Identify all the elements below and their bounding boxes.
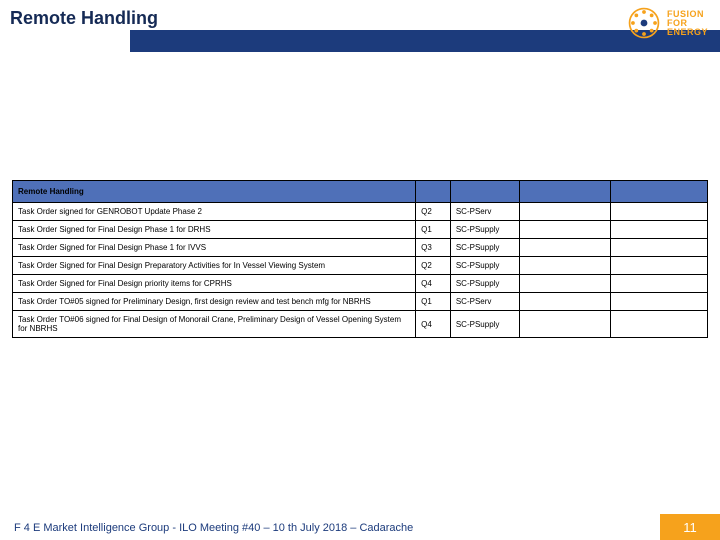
cell-desc: Task Order Signed for Final Design Prepa… [13, 257, 416, 275]
cell-q: Q1 [416, 293, 451, 311]
logo-line3: ENERGY [667, 28, 708, 37]
table-row: Task Order TO#06 signed for Final Design… [13, 311, 708, 338]
table-row: Task Order signed for GENROBOT Update Ph… [13, 203, 708, 221]
table-row: Task Order Signed for Final Design Phase… [13, 221, 708, 239]
cell-q: Q2 [416, 203, 451, 221]
cell-type: SC-PSupply [450, 275, 520, 293]
header-blank-1 [416, 181, 451, 203]
table-row: Task Order Signed for Final Design Phase… [13, 239, 708, 257]
header-blank-2 [450, 181, 520, 203]
cell-desc: Task Order Signed for Final Design Phase… [13, 221, 416, 239]
cell-x2 [610, 257, 707, 275]
footer-text: F 4 E Market Intelligence Group - ILO Me… [14, 522, 413, 534]
cell-type: SC-PServ [450, 203, 520, 221]
cell-type: SC-PServ [450, 293, 520, 311]
cell-q: Q2 [416, 257, 451, 275]
cell-desc: Task Order signed for GENROBOT Update Ph… [13, 203, 416, 221]
cell-desc: Task Order TO#06 signed for Final Design… [13, 311, 416, 338]
cell-q: Q4 [416, 311, 451, 338]
header-blank-3 [520, 181, 610, 203]
table-row: Task Order Signed for Final Design prior… [13, 275, 708, 293]
fusion-logo-icon [627, 6, 661, 40]
table-row: Task Order Signed for Final Design Prepa… [13, 257, 708, 275]
remote-handling-table: Remote Handling Task Order signed for GE… [12, 180, 708, 338]
cell-desc: Task Order Signed for Final Design Phase… [13, 239, 416, 257]
cell-x2 [610, 311, 707, 338]
cell-type: SC-PSupply [450, 221, 520, 239]
cell-q: Q4 [416, 275, 451, 293]
header-title: Remote Handling [13, 181, 416, 203]
cell-type: SC-PSupply [450, 257, 520, 275]
cell-type: SC-PSupply [450, 311, 520, 338]
cell-x2 [610, 239, 707, 257]
footer: F 4 E Market Intelligence Group - ILO Me… [0, 514, 720, 540]
cell-q: Q3 [416, 239, 451, 257]
cell-x2 [610, 221, 707, 239]
cell-x1 [520, 221, 610, 239]
cell-x2 [610, 275, 707, 293]
cell-type: SC-PSupply [450, 239, 520, 257]
page-title: Remote Handling [10, 8, 158, 29]
cell-x1 [520, 203, 610, 221]
cell-x2 [610, 293, 707, 311]
cell-q: Q1 [416, 221, 451, 239]
table-body: Task Order signed for GENROBOT Update Ph… [13, 203, 708, 338]
cell-x2 [610, 203, 707, 221]
logo-text: FUSION FOR ENERGY [667, 10, 708, 37]
cell-x1 [520, 239, 610, 257]
cell-x1 [520, 293, 610, 311]
table-row: Task Order TO#05 signed for Preliminary … [13, 293, 708, 311]
page-number: 11 [660, 514, 720, 540]
cell-desc: Task Order TO#05 signed for Preliminary … [13, 293, 416, 311]
cell-x1 [520, 311, 610, 338]
cell-x1 [520, 275, 610, 293]
table-header-row: Remote Handling [13, 181, 708, 203]
header-blank-4 [610, 181, 707, 203]
logo: FUSION FOR ENERGY [627, 6, 708, 40]
cell-desc: Task Order Signed for Final Design prior… [13, 275, 416, 293]
table-container: Remote Handling Task Order signed for GE… [12, 180, 708, 338]
cell-x1 [520, 257, 610, 275]
title-bar: Remote Handling FUSION FOR ENERGY [0, 0, 720, 50]
slide: Remote Handling FUSION FOR ENERGY [0, 0, 720, 540]
